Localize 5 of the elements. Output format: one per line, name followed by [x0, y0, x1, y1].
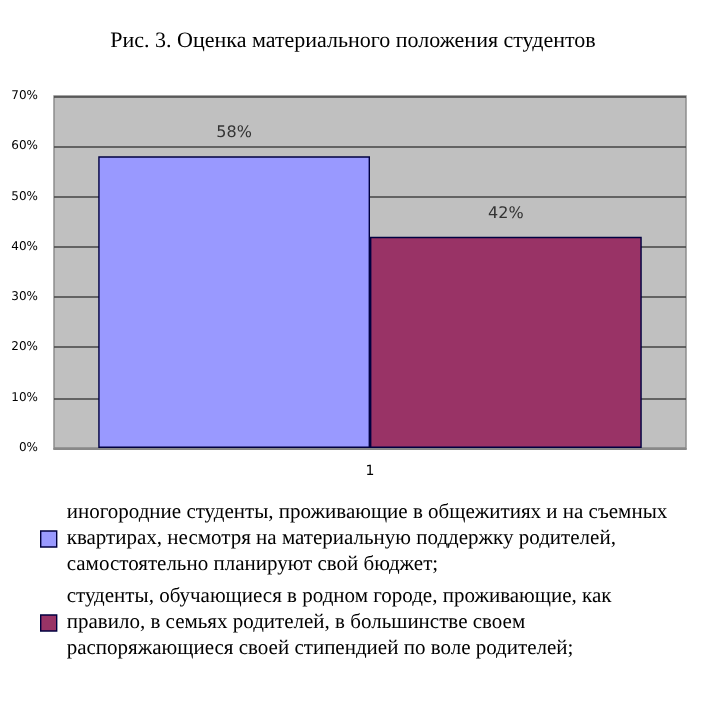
legend-label: студенты, обучающиеся в родном городе, проживающие, как правило, в семьях родителей, в большинстве своем распоряжающиеся своей стипендией по воле родителей;	[66, 586, 614, 660]
chart-title: Рис. 3. Оценка материального положения студентов	[110, 29, 596, 53]
legend-label: иногородние студенты, проживающие в общежитиях и на съемных квартирах, несмотря на материальную поддержку родителей, самостоятельно планируют свой бюджет;	[66, 502, 669, 576]
data-label: 58%	[216, 123, 253, 142]
data-label: 42%	[488, 203, 525, 222]
